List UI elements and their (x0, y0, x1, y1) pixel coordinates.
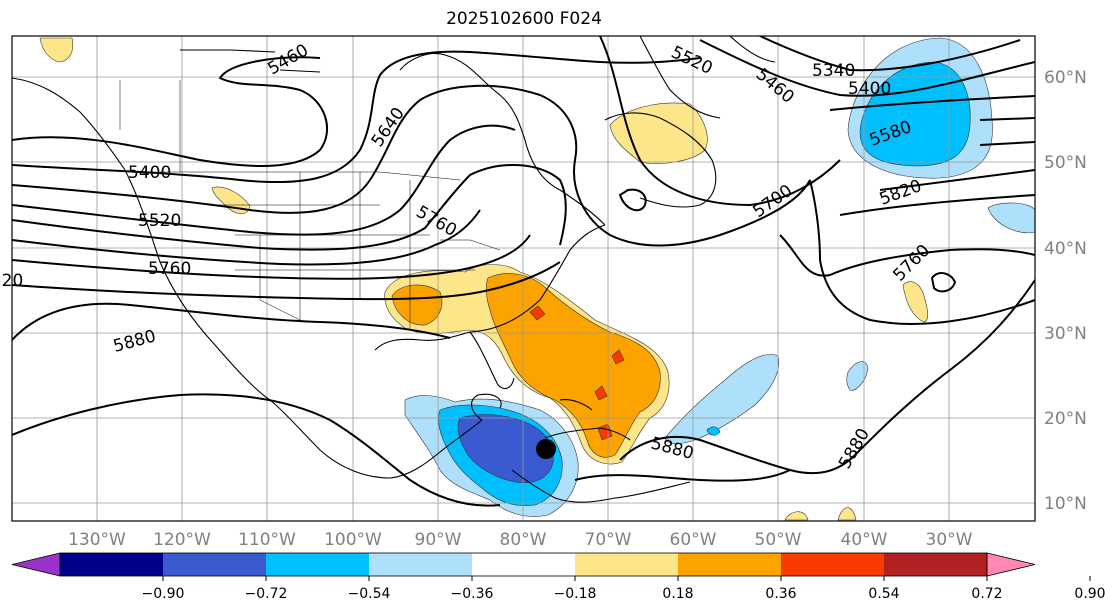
colorbar-cell (884, 553, 987, 576)
height-contours (12, 36, 1035, 507)
lat-label: 30°N (1044, 324, 1087, 344)
map-frame (11, 35, 1036, 522)
shade-light-blue-east (987, 202, 1035, 234)
shade-red-1 (529, 305, 546, 321)
colorbar-cell (575, 553, 678, 576)
lat-label: 40°N (1044, 239, 1087, 259)
shade-light-blue-small (846, 361, 869, 391)
shade-yellow-south (784, 507, 857, 521)
shade-orange-se (391, 284, 443, 326)
colorbar-arrow-left (11, 552, 61, 577)
colorbar-cell (163, 553, 266, 576)
storm-center-marker (536, 439, 556, 459)
contour-label: 5760 (148, 259, 191, 279)
lat-label: 60°N (1044, 68, 1087, 88)
map-title: 2025102600 F024 (446, 9, 602, 29)
graticule (12, 36, 1035, 521)
lon-label: 90°W (415, 530, 462, 550)
colorbar: −0.90 −0.72 −0.54 −0.36 −0.18 0.18 0.36 0.54 0.7… (11, 552, 1105, 602)
shade-red-2 (611, 349, 625, 365)
colorbar-cell (369, 553, 472, 576)
shade-cyan-atlantic (859, 61, 971, 167)
contour-label: 5520 (138, 211, 181, 231)
colorbar-tick-label: 0.90 (1074, 586, 1105, 602)
shade-yellow-rockies (211, 186, 251, 215)
lon-label: 40°W (841, 530, 888, 550)
colorbar-cell (781, 553, 884, 576)
colorbar-tick-label: −0.18 (554, 586, 597, 602)
colorbar-tick-label: −0.72 (245, 586, 288, 602)
contour-label: 5340 (812, 61, 855, 81)
lon-label: 130°W (68, 530, 126, 550)
colorbar-cell (266, 553, 369, 576)
shade-orange-main (485, 273, 661, 458)
shade-light-blue-trop (664, 354, 780, 445)
shade-red-3 (594, 385, 608, 401)
colorbar-tick-label: 0.54 (868, 586, 899, 602)
lon-label: 80°W (500, 530, 547, 550)
contour-label: 5400 (848, 79, 891, 99)
shade-yellow-nw (39, 37, 74, 63)
colorbar-tick-label: 0.72 (971, 586, 1002, 602)
colorbar-cell (60, 553, 163, 576)
lon-label: 110°W (238, 530, 296, 550)
lon-label: 100°W (324, 530, 382, 550)
lon-label: 30°W (926, 530, 973, 550)
shade-blue-carib (457, 414, 554, 483)
colorbar-tick-label: 0.18 (662, 586, 693, 602)
lon-label: 70°W (585, 530, 632, 550)
colorbar-cell (678, 553, 781, 576)
colorbar-outline (59, 552, 988, 577)
contour-label: 5400 (128, 163, 171, 183)
shade-cyan-trop (706, 426, 721, 436)
shade-yellow-azores (902, 281, 929, 323)
coastlines (12, 36, 776, 503)
colorbar-tick-label: −0.90 (142, 586, 185, 602)
lat-label: 50°N (1044, 153, 1087, 173)
colorbar-tick-label: −0.54 (348, 586, 391, 602)
colorbar-tick-label: −0.36 (451, 586, 494, 602)
lon-label: 50°W (755, 530, 802, 550)
latitude-labels: 60°N 50°N 40°N 30°N 20°N 10°N (1044, 68, 1087, 514)
colorbar-cell (472, 553, 575, 576)
lon-label: 60°W (670, 530, 717, 550)
lat-label: 10°N (1044, 494, 1087, 514)
colorbar-tick-label: 0.36 (765, 586, 796, 602)
colorbar-arrow-right (986, 552, 1036, 577)
lon-label: 120°W (153, 530, 211, 550)
lat-label: 20°N (1044, 409, 1087, 429)
longitude-labels: 130°W 120°W 110°W 100°W 90°W 80°W 70°W 6… (68, 530, 973, 550)
